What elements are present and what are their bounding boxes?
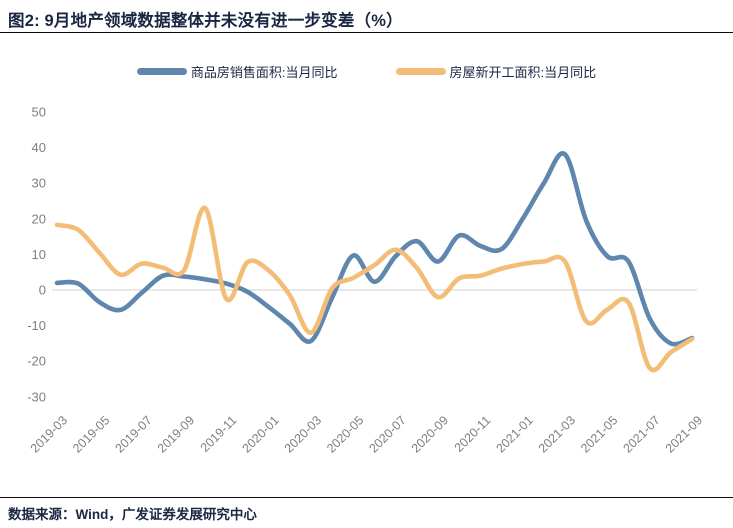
x-axis-tick-label: 2019-05 (70, 413, 112, 455)
x-axis-tick-label: 2020-09 (409, 413, 451, 455)
footer-divider (0, 497, 733, 498)
starts-line (54, 205, 695, 373)
x-axis-tick-label: 2021-03 (536, 413, 578, 455)
x-axis-tick-label: 2021-05 (578, 413, 620, 455)
x-axis-tick-label: 2020-03 (282, 413, 324, 455)
x-axis-tick-label: 2019-09 (155, 413, 197, 455)
y-axis-tick-label: -10 (27, 318, 46, 333)
figure-title: 图2: 9月地产领域数据整体并未没有进一步变差（%） (8, 12, 403, 30)
y-axis-tick-label: -30 (27, 389, 46, 404)
x-axis-tick-label: 2019-03 (28, 413, 70, 455)
x-axis-tick-label: 2020-01 (239, 413, 281, 455)
legend-item-starts: 房屋新开工面积:当月同比 (395, 62, 597, 81)
y-axis-tick-label: 0 (39, 283, 46, 298)
legend-item-sales: 商品房销售面积:当月同比 (136, 62, 338, 81)
x-axis-tick-label: 2021-09 (663, 413, 705, 455)
y-axis-tick-label: -20 (27, 354, 46, 369)
x-axis-tick-label: 2021-07 (620, 413, 662, 455)
x-axis-tick-label: 2019-07 (112, 413, 154, 455)
y-axis-tick-label: 20 (32, 211, 46, 226)
sales-series-swatch (136, 68, 187, 75)
y-axis-tick-label: 10 (32, 247, 46, 262)
title-divider (0, 32, 733, 33)
y-axis-tick-label: 40 (32, 140, 46, 155)
x-axis-tick-label: 2020-07 (366, 413, 408, 455)
x-axis-tick-label: 2020-11 (452, 413, 494, 455)
y-axis-tick-label: 50 (32, 105, 46, 120)
legend-label-starts: 房屋新开工面积:当月同比 (449, 65, 597, 80)
y-axis-tick-label: 30 (32, 176, 46, 191)
data-source: 数据来源：Wind，广发证券发展研究中心 (8, 507, 257, 522)
chart-legend: 商品房销售面积:当月同比 房屋新开工面积:当月同比 (0, 62, 733, 81)
x-axis-tick-label: 2021-01 (493, 413, 535, 455)
x-axis-tick-label: 2020-05 (324, 413, 366, 455)
legend-label-sales: 商品房销售面积:当月同比 (190, 65, 338, 80)
starts-series-swatch (395, 68, 446, 75)
x-axis-tick-label: 2019-11 (198, 413, 240, 455)
sales-line (54, 151, 695, 347)
